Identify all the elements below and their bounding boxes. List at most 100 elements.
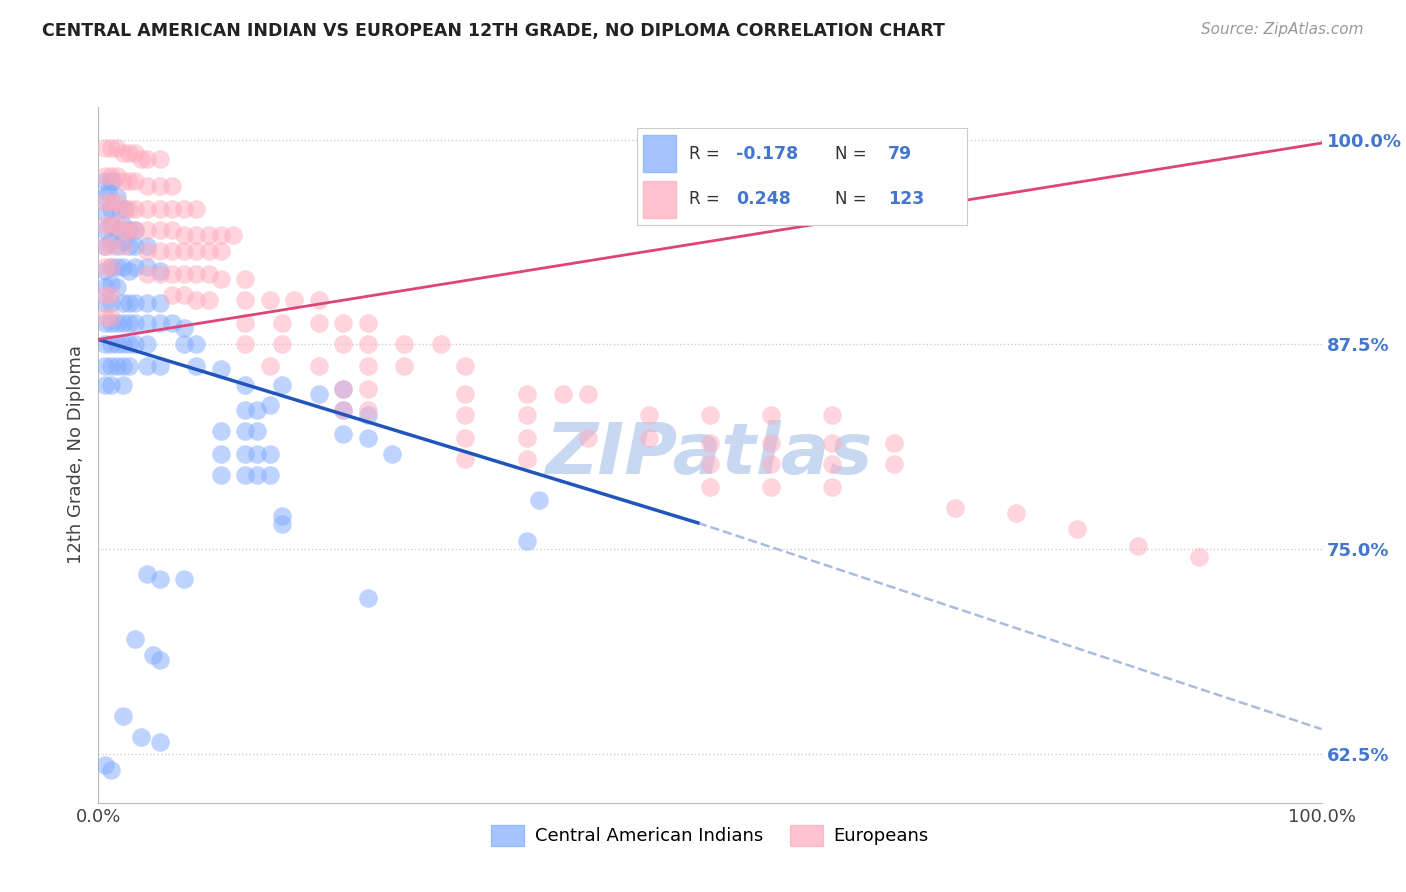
Point — [430, 337, 453, 351]
Point — [308, 359, 330, 373]
Point — [821, 408, 844, 422]
Point — [136, 337, 159, 351]
Point — [100, 310, 122, 324]
Point — [149, 153, 172, 167]
Point — [118, 264, 141, 278]
Point — [821, 457, 844, 471]
Point — [186, 244, 208, 259]
Point — [93, 218, 115, 232]
Point — [136, 223, 159, 237]
Point — [209, 244, 232, 259]
Y-axis label: 12th Grade, No Diploma: 12th Grade, No Diploma — [66, 345, 84, 565]
Point — [100, 239, 122, 253]
Point — [100, 359, 122, 373]
Point — [129, 153, 152, 167]
Point — [699, 480, 721, 494]
Point — [233, 316, 256, 330]
Point — [222, 227, 245, 242]
Point — [93, 359, 115, 373]
Point — [197, 227, 219, 242]
Point — [699, 408, 721, 422]
Point — [100, 296, 122, 310]
Point — [124, 337, 146, 351]
Point — [883, 435, 905, 450]
Point — [105, 169, 128, 183]
Point — [149, 223, 172, 237]
Point — [124, 223, 146, 237]
Point — [356, 337, 378, 351]
Point — [105, 359, 128, 373]
Point — [136, 260, 159, 275]
Point — [186, 359, 208, 373]
Point — [100, 277, 122, 291]
Point — [118, 174, 141, 188]
Point — [1188, 550, 1211, 565]
Point — [100, 260, 122, 275]
Point — [142, 648, 165, 663]
Point — [173, 267, 195, 281]
Point — [111, 260, 134, 275]
Point — [93, 190, 115, 204]
Point — [699, 457, 721, 471]
Point — [100, 260, 122, 275]
Point — [259, 293, 281, 308]
Point — [100, 218, 122, 232]
Point — [149, 264, 172, 278]
Point — [160, 267, 183, 281]
Point — [118, 359, 141, 373]
Point — [233, 468, 256, 483]
Point — [356, 403, 378, 417]
Point — [118, 296, 141, 310]
Point — [515, 533, 537, 548]
Point — [160, 202, 183, 216]
Point — [100, 316, 122, 330]
Point — [136, 316, 159, 330]
Point — [111, 174, 134, 188]
Point — [209, 272, 232, 286]
Point — [105, 194, 128, 209]
Point — [105, 190, 128, 204]
Point — [1128, 539, 1150, 553]
Point — [761, 457, 783, 471]
Point — [111, 218, 134, 232]
Point — [100, 763, 122, 777]
Point — [124, 632, 146, 646]
Point — [118, 239, 141, 253]
Point — [136, 239, 159, 253]
Point — [111, 296, 134, 310]
Point — [173, 288, 195, 302]
Point — [100, 378, 122, 392]
Point — [118, 316, 141, 330]
Point — [246, 447, 269, 461]
Point — [332, 382, 354, 396]
Point — [118, 145, 141, 160]
Point — [149, 572, 172, 586]
Point — [129, 731, 152, 745]
Point — [233, 293, 256, 308]
Point — [186, 267, 208, 281]
Point — [100, 174, 122, 188]
Point — [392, 337, 416, 351]
Point — [259, 447, 281, 461]
Point — [111, 234, 134, 248]
Point — [124, 260, 146, 275]
Point — [111, 239, 134, 253]
Point — [332, 337, 354, 351]
Point — [111, 359, 134, 373]
Point — [761, 480, 783, 494]
Point — [118, 223, 141, 237]
Point — [124, 223, 146, 237]
Point — [149, 735, 172, 749]
Point — [356, 382, 378, 396]
Point — [246, 403, 269, 417]
Point — [136, 566, 159, 581]
Point — [332, 427, 354, 442]
Point — [332, 316, 354, 330]
Point — [332, 403, 354, 417]
Point — [136, 359, 159, 373]
Point — [93, 264, 115, 278]
Point — [553, 386, 575, 401]
Point — [93, 194, 115, 209]
Point — [100, 169, 122, 183]
Point — [308, 293, 330, 308]
